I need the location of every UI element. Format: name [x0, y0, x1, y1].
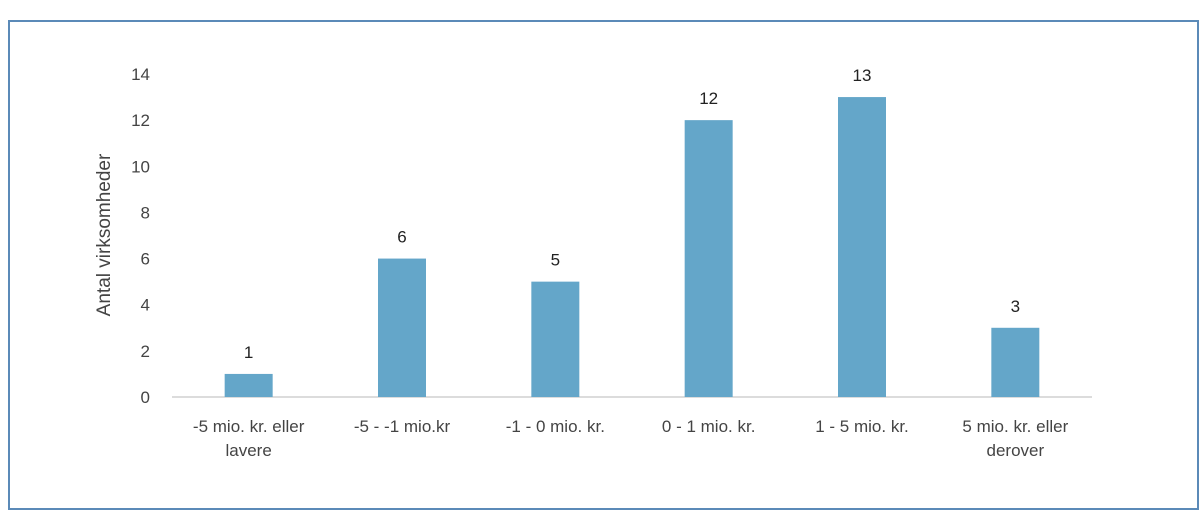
- chart-frame: [8, 20, 1199, 510]
- data-labels: 1 6 5 12 13 3: [244, 66, 1020, 362]
- y-tick-label: 14: [131, 65, 150, 84]
- bar: [838, 97, 886, 398]
- x-category-label-line: 5 mio. kr. eller: [962, 417, 1068, 436]
- y-tick-label: 8: [141, 203, 150, 222]
- data-label: 13: [853, 66, 872, 85]
- y-axis-label-group: Antal virksomheder: [94, 153, 115, 316]
- x-category-label: -5 - -1 mio.kr: [354, 417, 451, 436]
- bar: [991, 327, 1040, 397]
- data-label: 12: [699, 89, 718, 108]
- data-label: 1: [244, 343, 253, 362]
- x-category-label-line: derover: [987, 441, 1045, 460]
- x-category-label-line: -1 - 0 mio. kr.: [506, 417, 605, 436]
- data-label: 3: [1011, 297, 1020, 316]
- x-category-label: 0 - 1 mio. kr.: [662, 417, 756, 436]
- x-category-label: -5 mio. kr. eller lavere: [193, 417, 305, 460]
- bar: [531, 281, 580, 397]
- y-tick-label: 4: [141, 296, 150, 315]
- y-tick-label: 6: [141, 250, 150, 269]
- y-tick-label: 0: [141, 388, 150, 407]
- x-category-label: 1 - 5 mio. kr.: [815, 417, 909, 436]
- bar: [224, 373, 273, 397]
- x-category-label-line: lavere: [226, 441, 272, 460]
- x-category-label-line: -5 mio. kr. eller: [193, 417, 305, 436]
- y-axis-label: Antal virksomheder: [94, 153, 115, 316]
- x-category-label: 5 mio. kr. eller derover: [962, 417, 1068, 460]
- x-category-label-line: -5 - -1 mio.kr: [354, 417, 451, 436]
- x-axis-categories: -5 mio. kr. eller lavere -5 - -1 mio.kr -1 …: [193, 417, 1069, 460]
- x-category-label-line: 1 - 5 mio. kr.: [815, 417, 909, 436]
- data-label: 6: [397, 228, 406, 247]
- bars: [224, 97, 1040, 398]
- bar: [684, 120, 733, 398]
- x-category-label: -1 - 0 mio. kr.: [506, 417, 605, 436]
- bar: [378, 258, 426, 397]
- y-axis-ticks: 0 2 4 6 8 10 12 14: [131, 65, 150, 407]
- x-category-label-line: 0 - 1 mio. kr.: [662, 417, 756, 436]
- y-tick-label: 2: [141, 342, 150, 361]
- y-tick-label: 12: [131, 111, 150, 130]
- y-tick-label: 10: [131, 157, 150, 176]
- data-label: 5: [551, 251, 560, 270]
